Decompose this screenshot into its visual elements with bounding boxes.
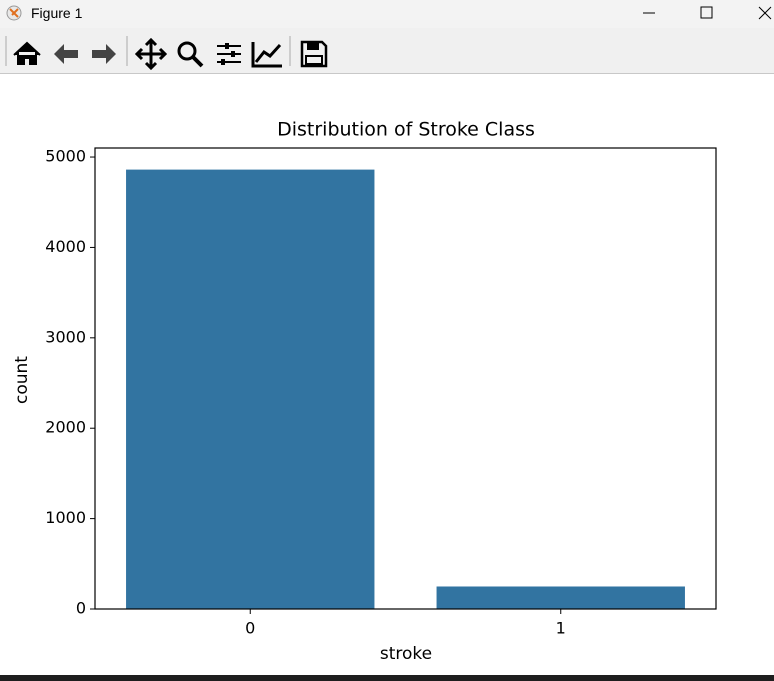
y-tick-label: 1000 <box>45 508 86 527</box>
x-axis-label: stroke <box>380 644 432 664</box>
toolbar <box>0 28 774 74</box>
bar <box>436 586 685 609</box>
edit-axis-button[interactable] <box>251 42 282 68</box>
y-axis-label: count <box>12 356 32 404</box>
y-tick-label: 5000 <box>45 147 86 166</box>
back-button[interactable] <box>54 44 78 64</box>
title-bar-icons <box>6 5 772 21</box>
title-bar: Figure 1 <box>0 0 774 28</box>
y-tick-label: 0 <box>76 599 86 618</box>
app-icon-mark <box>9 8 19 18</box>
chart-title: Distribution of Stroke Class <box>277 119 535 141</box>
y-tick-label: 2000 <box>45 418 86 437</box>
bar <box>126 169 375 609</box>
chart: Distribution of Stroke Class stroke coun… <box>12 119 717 664</box>
x-tick-label: 1 <box>556 619 566 638</box>
forward-button[interactable] <box>92 44 116 64</box>
window-title: Figure 1 <box>31 5 83 21</box>
save-button[interactable] <box>300 40 328 68</box>
maximize-button[interactable] <box>700 6 713 19</box>
y-tick-label: 3000 <box>45 327 86 346</box>
x-tick-label: 0 <box>245 619 255 638</box>
close-button[interactable] <box>758 6 772 20</box>
zoom-button[interactable] <box>177 41 197 61</box>
axes-frame <box>94 147 717 610</box>
home-button[interactable] <box>13 41 41 65</box>
y-tick-label: 4000 <box>45 237 86 256</box>
pan-button[interactable] <box>134 37 168 71</box>
toolbar-icons <box>5 36 328 71</box>
terminal-strip <box>0 675 774 681</box>
